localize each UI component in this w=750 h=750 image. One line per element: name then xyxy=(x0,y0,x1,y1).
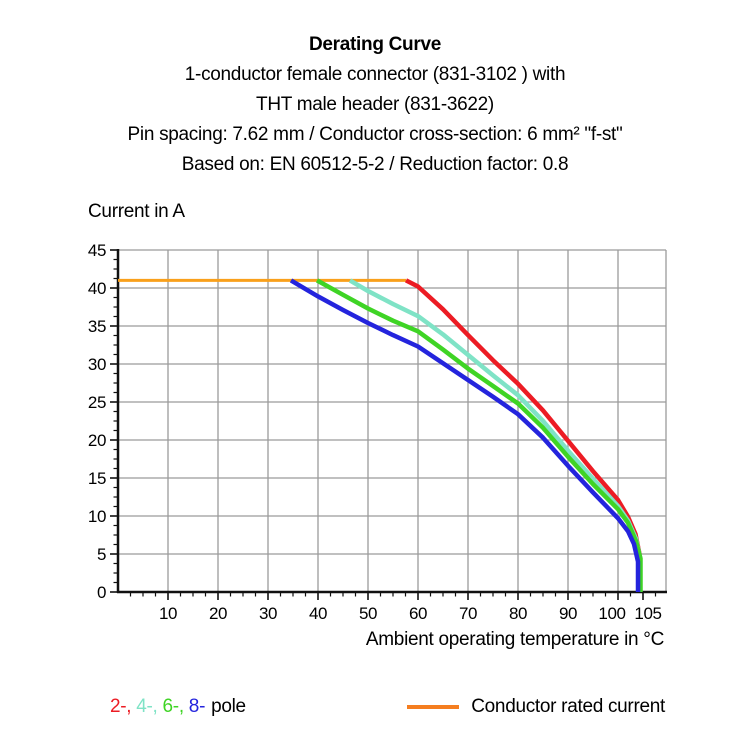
rated-current-line-swatch xyxy=(407,705,460,709)
x-tick-label: 80 xyxy=(509,604,527,623)
x-tick-label: 50 xyxy=(359,604,377,623)
y-tick-label: 5 xyxy=(97,545,106,564)
y-tick-label: 20 xyxy=(88,431,106,450)
y-tick-label: 30 xyxy=(88,355,106,374)
x-tick-label: 100 xyxy=(598,604,625,623)
y-tick-label: 0 xyxy=(97,583,106,602)
chart-subtitle-standard: Based on: EN 60512-5-2 / Reduction facto… xyxy=(181,154,569,175)
y-axis-title: Current in A xyxy=(88,201,185,222)
legend-pole-8: 8- xyxy=(188,696,206,717)
chart-subtitle-pin-spacing: Pin spacing: 7.62 mm / Conductor cross-s… xyxy=(127,124,623,145)
x-axis-title: Ambient operating temperature in °C xyxy=(365,629,664,650)
legend-pole-6: 6-, xyxy=(162,696,189,717)
x-tick-label: 70 xyxy=(459,604,477,623)
legend-pole-suffix: pole xyxy=(211,696,246,717)
derating-chart: 10 20 30 40 50 60 70 80 90 100 105 0 5 10 15 20 25 30 35 40… xyxy=(88,241,667,623)
y-tick-label: 10 xyxy=(88,507,106,526)
chart-title: Derating Curve xyxy=(308,34,441,55)
title-block: Derating Curve 1-conductor female connec… xyxy=(0,30,750,180)
curve-4-pole xyxy=(348,278,643,592)
x-tick-label: 40 xyxy=(309,604,327,623)
x-tick-label: 60 xyxy=(409,604,427,623)
y-tick-label: 40 xyxy=(88,279,106,298)
y-tick-label: 15 xyxy=(88,469,106,488)
chart-subtitle-connector: 1-conductor female connector (831-3102 )… xyxy=(184,64,566,85)
rated-current-label: Conductor rated current xyxy=(471,696,665,717)
x-tick-label: 10 xyxy=(159,604,177,623)
curve-6-pole xyxy=(315,278,643,592)
legend-rated-current: Conductor rated current xyxy=(407,696,665,718)
y-tick-label: 35 xyxy=(88,317,106,336)
y-tick-label: 25 xyxy=(88,393,106,412)
curve-8-pole xyxy=(289,278,641,592)
y-tick-label: 45 xyxy=(88,241,106,260)
x-tick-label: 105 xyxy=(634,604,661,623)
x-tick-label: 30 xyxy=(259,604,277,623)
legend-poles: 2-, 4-, 6-, 8- pole xyxy=(110,696,246,718)
legend-pole-2: 2-, xyxy=(110,696,137,717)
curve-2-pole xyxy=(404,278,642,592)
chart-subtitle-header: THT male header (831-3622) xyxy=(256,94,494,115)
x-tick-label: 90 xyxy=(559,604,577,623)
legend-pole-4: 4-, xyxy=(136,696,163,717)
legend: 2-, 4-, 6-, 8- pole Conductor rated curre… xyxy=(0,696,750,722)
x-tick-label: 20 xyxy=(209,604,227,623)
